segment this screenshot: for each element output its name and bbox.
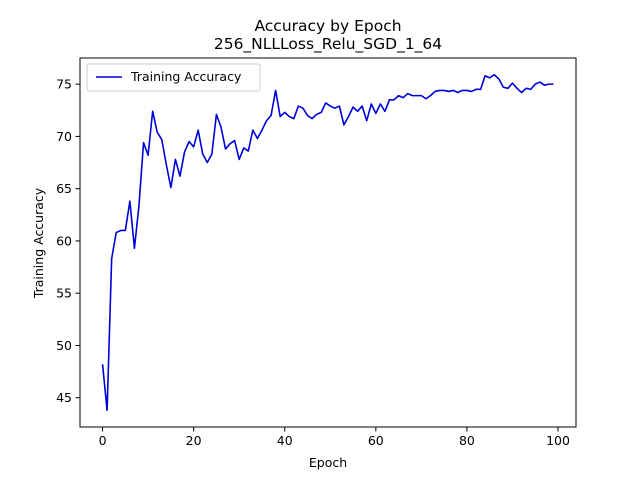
y-tick-label: 70 [56,129,72,144]
y-tick-label: 75 [56,77,72,92]
y-tick-label: 45 [56,390,72,405]
y-axis-label: Training Accuracy [31,187,46,299]
legend-box [86,63,261,92]
x-tick-label: 100 [546,433,570,448]
y-tick-label: 50 [56,338,72,353]
chart-subtitle: 256_NLLLoss_Relu_SGD_1_64 [214,35,442,54]
x-tick-label: 80 [459,433,475,448]
x-tick-label: 40 [277,433,293,448]
x-tick-label: 60 [368,433,384,448]
legend: Training Accuracy [86,63,261,92]
x-tick-label: 0 [99,433,107,448]
y-tick-label: 65 [56,181,72,196]
x-tick-label: 20 [186,433,202,448]
legend-label: Training Accuracy [130,69,242,84]
plot-area: 0 20 40 60 80 100 45 50 55 60 65 70 75 [56,57,577,448]
y-tick-label: 60 [56,233,72,248]
plot-frame [79,57,577,428]
y-tick-label: 55 [56,286,72,301]
x-axis-label: Epoch [309,455,347,470]
chart-title: Accuracy by Epoch [254,17,401,35]
series-line-0 [101,73,554,412]
